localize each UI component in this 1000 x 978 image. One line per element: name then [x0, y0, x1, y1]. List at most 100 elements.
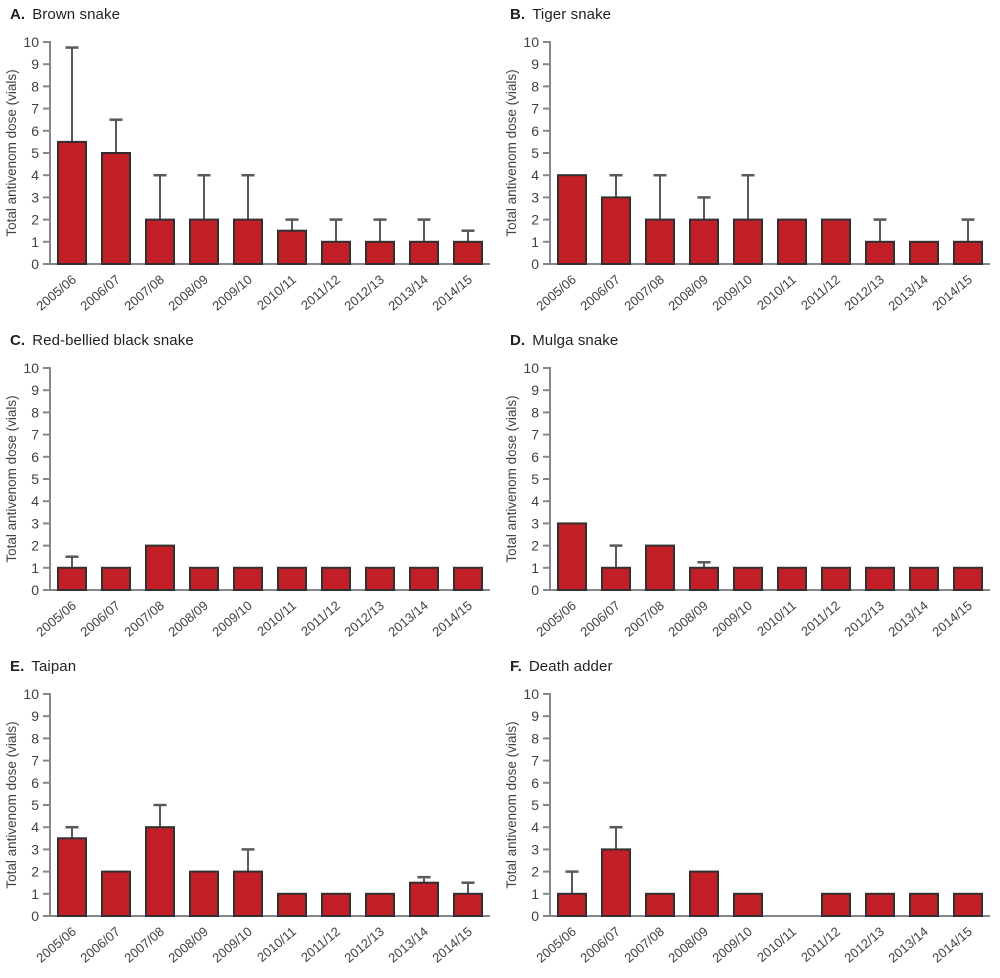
- bar: [909, 892, 939, 918]
- y-tick-label: 3: [531, 189, 539, 205]
- x-tick-label: 2008/09: [665, 924, 711, 966]
- x-tick-label: 2011/12: [798, 598, 843, 639]
- x-tick-label: 2009/10: [709, 598, 755, 640]
- panel-species-name: Red-bellied black snake: [32, 332, 194, 349]
- x-tick-label: 2011/12: [298, 598, 343, 639]
- y-tick-label: 9: [531, 56, 539, 72]
- bar: [365, 240, 395, 266]
- y-tick-label: 1: [31, 234, 39, 250]
- y-tick-label: 6: [31, 449, 39, 465]
- y-tick-label: 4: [31, 493, 39, 509]
- bar: [233, 566, 263, 592]
- x-tick-label: 2014/15: [429, 272, 475, 314]
- bar: [277, 566, 307, 592]
- x-tick-label: 2006/07: [77, 924, 123, 966]
- bar: [409, 881, 439, 917]
- panel-letter: C.: [10, 332, 26, 349]
- y-tick-label: 0: [531, 256, 539, 272]
- x-tick-label: 2011/12: [298, 272, 343, 313]
- bar: [821, 218, 851, 266]
- panel-mulga-snake: D. Mulga snake 0 1 2 3 4 5 6 7 8 9 10 Total antiveno…: [500, 326, 1000, 652]
- y-tick-label: 9: [31, 708, 39, 724]
- panel-species-name: Mulga snake: [532, 332, 619, 349]
- bar: [365, 892, 395, 918]
- y-tick-label: 5: [531, 797, 539, 813]
- x-tick-label: 2006/07: [577, 598, 623, 640]
- bar: [601, 196, 631, 265]
- bar: [145, 218, 175, 266]
- panel-species-name: Taipan: [31, 658, 77, 675]
- y-tick-label: 1: [531, 560, 539, 576]
- y-tick-label: 9: [31, 56, 39, 72]
- panel-death-adder: F. Death adder 0 1 2 3 4 5 6 7 8 9 10 Total antiveno…: [500, 652, 1000, 978]
- y-tick-label: 2: [31, 538, 39, 554]
- x-tick-label: 2005/06: [533, 924, 579, 966]
- x-tick-label: 2005/06: [33, 598, 79, 640]
- panel-letter: A.: [10, 6, 26, 23]
- bar: [233, 870, 263, 918]
- x-tick-label: 2005/06: [533, 272, 579, 314]
- bar: [821, 892, 851, 918]
- y-tick-label: 7: [531, 753, 539, 769]
- y-tick-label: 0: [531, 908, 539, 924]
- x-tick-label: 2007/08: [621, 598, 667, 640]
- y-tick-label: 0: [31, 582, 39, 598]
- bar: [189, 566, 219, 592]
- bar: [645, 544, 675, 592]
- x-tick-label: 2005/06: [33, 924, 79, 966]
- bar: [101, 566, 131, 592]
- x-tick-label: 2009/10: [209, 272, 255, 314]
- y-tick-label: 3: [31, 189, 39, 205]
- bar: [57, 837, 87, 917]
- panel-title-mulga-snake: D. Mulga snake: [510, 332, 1000, 354]
- x-tick-label: 2014/15: [929, 272, 975, 314]
- bar: [733, 892, 763, 918]
- x-tick-label: 2007/08: [121, 272, 167, 314]
- bar: [865, 566, 895, 592]
- bar: [601, 566, 631, 592]
- y-tick-label: 5: [31, 797, 39, 813]
- y-tick-label: 10: [23, 34, 39, 50]
- x-tick-label: 2010/11: [754, 272, 799, 313]
- x-tick-label: 2010/11: [754, 598, 799, 639]
- y-tick-label: 3: [31, 515, 39, 531]
- bar: [953, 240, 983, 266]
- y-tick-label: 6: [531, 123, 539, 139]
- bar-chart-taipan: 0 1 2 3 4 5 6 7 8 9 10 Total antivenom dose (vials)…: [4, 686, 490, 966]
- bar-chart-mulga-snake: 0 1 2 3 4 5 6 7 8 9 10 Total antivenom dose (vials)…: [504, 360, 990, 640]
- x-tick-label: 2006/07: [577, 924, 623, 966]
- panel-letter: D.: [510, 332, 526, 349]
- x-tick-label: 2013/14: [385, 924, 431, 966]
- bar: [557, 174, 587, 265]
- y-axis-title: Total antivenom dose (vials): [504, 69, 519, 236]
- bar-chart-red-bellied-black-snake: 0 1 2 3 4 5 6 7 8 9 10 Total antivenom dose (vials)…: [4, 360, 490, 640]
- bar: [733, 566, 763, 592]
- y-tick-label: 0: [31, 908, 39, 924]
- y-tick-label: 10: [23, 686, 39, 702]
- x-tick-label: 2008/09: [165, 598, 211, 640]
- y-tick-label: 5: [531, 145, 539, 161]
- bar: [733, 218, 763, 266]
- bar-chart-brown-snake: 0 1 2 3 4 5 6 7 8 9 10 Total antivenom dose (vials)…: [4, 34, 490, 314]
- y-tick-label: 7: [31, 101, 39, 117]
- bar: [277, 229, 307, 265]
- x-tick-label: 2008/09: [665, 598, 711, 640]
- bar: [453, 892, 483, 918]
- x-tick-label: 2014/15: [429, 924, 475, 966]
- y-axis-title: Total antivenom dose (vials): [4, 395, 19, 562]
- panel-title-brown-snake: A. Brown snake: [10, 6, 500, 28]
- bar: [233, 218, 263, 266]
- y-tick-label: 5: [31, 471, 39, 487]
- x-tick-label: 2007/08: [621, 272, 667, 314]
- bar: [909, 566, 939, 592]
- bar-chart-tiger-snake: 0 1 2 3 4 5 6 7 8 9 10 Total antivenom dose (vials)…: [504, 34, 990, 314]
- y-tick-label: 8: [31, 404, 39, 420]
- bar: [101, 152, 131, 265]
- x-tick-label: 2012/13: [841, 598, 887, 640]
- bar: [557, 892, 587, 918]
- y-axis-title: Total antivenom dose (vials): [4, 721, 19, 888]
- y-tick-label: 6: [31, 123, 39, 139]
- x-tick-label: 2010/11: [254, 598, 299, 639]
- x-tick-label: 2012/13: [841, 272, 887, 314]
- panel-species-name: Death adder: [528, 658, 613, 675]
